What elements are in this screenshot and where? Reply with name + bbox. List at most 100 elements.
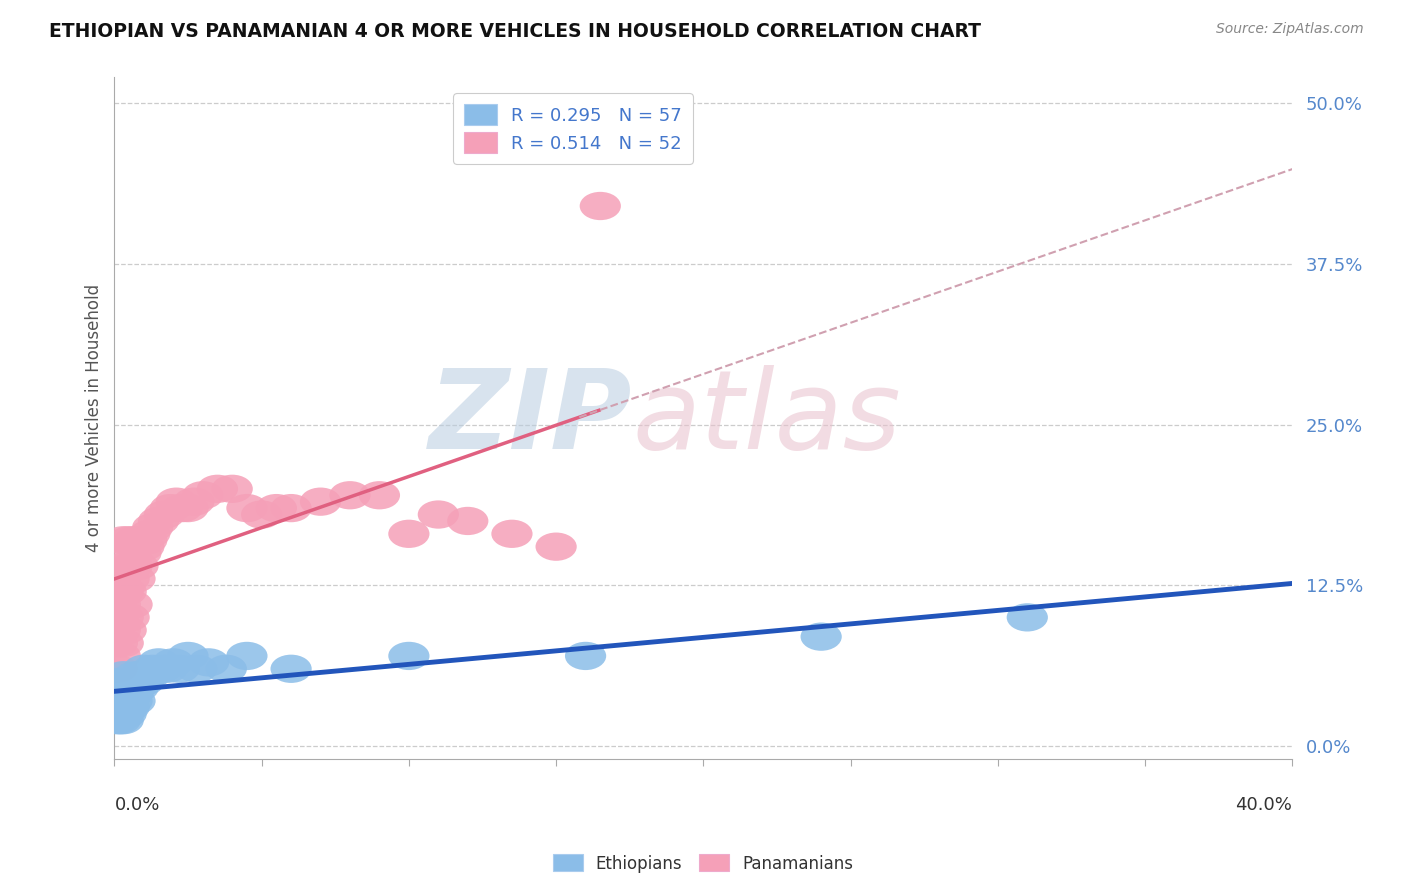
Ellipse shape [108, 681, 150, 708]
Ellipse shape [121, 539, 162, 567]
Ellipse shape [100, 687, 141, 715]
Ellipse shape [270, 655, 312, 683]
Ellipse shape [105, 577, 146, 606]
Ellipse shape [105, 552, 146, 580]
Ellipse shape [103, 661, 143, 690]
Ellipse shape [132, 513, 173, 541]
Ellipse shape [97, 687, 138, 715]
Text: Source: ZipAtlas.com: Source: ZipAtlas.com [1216, 22, 1364, 37]
Ellipse shape [103, 674, 143, 702]
Ellipse shape [103, 577, 143, 606]
Ellipse shape [124, 667, 165, 696]
Ellipse shape [100, 693, 141, 722]
Ellipse shape [418, 500, 458, 529]
Ellipse shape [97, 681, 138, 708]
Ellipse shape [108, 667, 150, 696]
Ellipse shape [97, 655, 138, 683]
Ellipse shape [129, 520, 170, 548]
Ellipse shape [127, 661, 167, 690]
Ellipse shape [299, 488, 342, 516]
Ellipse shape [359, 481, 401, 509]
Ellipse shape [100, 667, 141, 696]
Ellipse shape [127, 526, 167, 555]
Ellipse shape [108, 526, 150, 555]
Ellipse shape [146, 655, 188, 683]
Ellipse shape [100, 591, 141, 619]
Ellipse shape [103, 681, 143, 708]
Ellipse shape [129, 661, 170, 690]
Ellipse shape [114, 687, 156, 715]
Ellipse shape [579, 192, 621, 220]
Ellipse shape [176, 655, 218, 683]
Ellipse shape [124, 655, 165, 683]
Ellipse shape [100, 616, 141, 644]
Ellipse shape [100, 699, 141, 728]
Ellipse shape [97, 693, 138, 722]
Ellipse shape [103, 526, 143, 555]
Text: atlas: atlas [633, 365, 901, 472]
Ellipse shape [97, 603, 138, 632]
Y-axis label: 4 or more Vehicles in Household: 4 or more Vehicles in Household [86, 284, 103, 552]
Ellipse shape [97, 699, 138, 728]
Ellipse shape [124, 533, 165, 561]
Ellipse shape [565, 642, 606, 670]
Ellipse shape [491, 520, 533, 548]
Ellipse shape [100, 565, 141, 593]
Ellipse shape [111, 552, 153, 580]
Ellipse shape [270, 494, 312, 522]
Ellipse shape [100, 681, 141, 708]
Ellipse shape [111, 687, 153, 715]
Ellipse shape [143, 500, 186, 529]
Ellipse shape [100, 706, 141, 734]
Ellipse shape [100, 539, 141, 567]
Ellipse shape [167, 494, 208, 522]
Ellipse shape [114, 661, 156, 690]
Ellipse shape [111, 667, 153, 696]
Ellipse shape [103, 603, 143, 632]
Ellipse shape [111, 591, 153, 619]
Ellipse shape [173, 488, 215, 516]
Ellipse shape [103, 699, 143, 728]
Ellipse shape [167, 642, 208, 670]
Ellipse shape [141, 655, 183, 683]
Ellipse shape [105, 667, 146, 696]
Ellipse shape [256, 494, 297, 522]
Ellipse shape [536, 533, 576, 561]
Ellipse shape [108, 565, 150, 593]
Ellipse shape [103, 693, 143, 722]
Text: ETHIOPIAN VS PANAMANIAN 4 OR MORE VEHICLES IN HOUSEHOLD CORRELATION CHART: ETHIOPIAN VS PANAMANIAN 4 OR MORE VEHICL… [49, 22, 981, 41]
Ellipse shape [97, 629, 138, 657]
Ellipse shape [105, 693, 146, 722]
Legend: R = 0.295   N = 57, R = 0.514   N = 52: R = 0.295 N = 57, R = 0.514 N = 52 [453, 94, 693, 164]
Ellipse shape [103, 706, 143, 734]
Ellipse shape [205, 655, 247, 683]
Ellipse shape [105, 699, 146, 728]
Ellipse shape [183, 481, 224, 509]
Ellipse shape [800, 623, 842, 651]
Ellipse shape [240, 500, 283, 529]
Text: 0.0%: 0.0% [114, 797, 160, 814]
Ellipse shape [117, 552, 159, 580]
Ellipse shape [111, 681, 153, 708]
Ellipse shape [108, 693, 150, 722]
Ellipse shape [156, 488, 197, 516]
Text: 40.0%: 40.0% [1236, 797, 1292, 814]
Ellipse shape [150, 494, 191, 522]
Ellipse shape [97, 577, 138, 606]
Ellipse shape [159, 655, 200, 683]
Ellipse shape [117, 674, 159, 702]
Ellipse shape [114, 565, 156, 593]
Ellipse shape [138, 648, 179, 676]
Ellipse shape [388, 520, 429, 548]
Ellipse shape [105, 616, 146, 644]
Ellipse shape [97, 706, 138, 734]
Ellipse shape [103, 629, 143, 657]
Ellipse shape [447, 507, 488, 535]
Ellipse shape [105, 687, 146, 715]
Ellipse shape [108, 674, 150, 702]
Ellipse shape [188, 648, 229, 676]
Ellipse shape [153, 648, 194, 676]
Ellipse shape [1007, 603, 1047, 632]
Ellipse shape [108, 603, 150, 632]
Ellipse shape [132, 655, 173, 683]
